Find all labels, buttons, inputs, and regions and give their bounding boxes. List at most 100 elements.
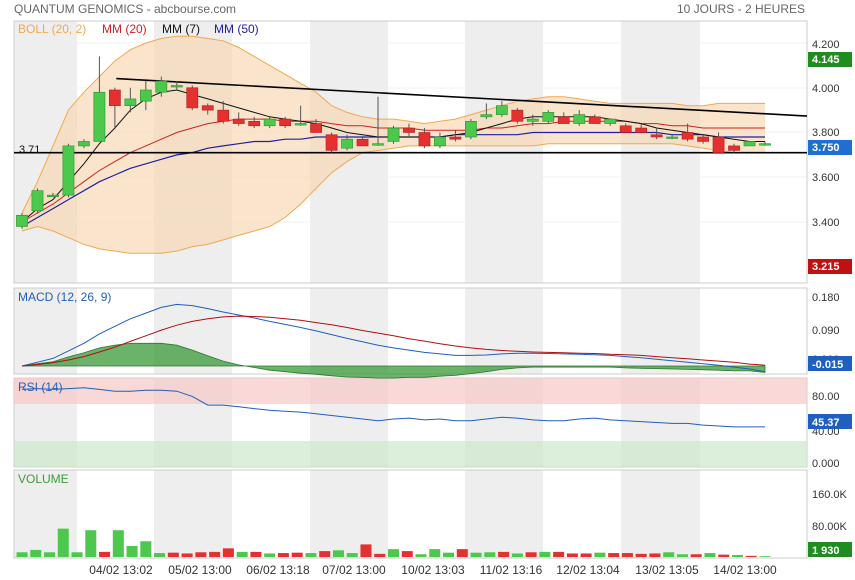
volume-bar-4 (71, 552, 83, 557)
rsi-layer (21, 387, 765, 428)
candle-28 (449, 136, 462, 140)
candle-10 (170, 85, 183, 88)
candle-16 (263, 118, 276, 127)
volume-bar-15 (222, 548, 234, 557)
candle-43 (681, 132, 694, 140)
candle-14 (232, 118, 245, 124)
candle-15 (248, 121, 261, 127)
price-tick-3600: 3.600 (812, 172, 840, 184)
volume-bar-8 (126, 545, 138, 557)
volume-last-badge (808, 542, 852, 557)
volume-bar-14 (209, 551, 221, 557)
volume-bar-18 (264, 553, 276, 557)
candle-20 (325, 134, 338, 151)
volume-bar-54 (759, 556, 771, 557)
candle-37 (588, 116, 601, 124)
volume-bar-9 (140, 541, 152, 557)
volume-bar-53 (745, 555, 757, 557)
last-price-badge (808, 52, 852, 67)
candle-34 (542, 112, 555, 122)
volume-bar-25 (360, 544, 372, 557)
candle-5 (93, 91, 106, 142)
candle-24 (387, 127, 400, 142)
volume-tick-80k: 80.00K (812, 521, 848, 533)
candle-40 (635, 127, 648, 133)
volume-bar-40 (566, 553, 578, 557)
volume-bar-44 (621, 553, 633, 557)
candle-33 (526, 118, 539, 122)
day-band-8-3 (621, 470, 700, 558)
axis-labels: 04/02 13:02 05/02 13:00 06/02 13:18 07/02 1… (89, 563, 777, 577)
candle-45 (712, 136, 725, 153)
candle-13 (217, 109, 230, 122)
candle-4 (78, 141, 90, 147)
x-label-8: 14/02 13:00 (713, 563, 777, 577)
rsi-overbought-zone (14, 378, 807, 404)
candle-23 (372, 143, 384, 146)
rsi-last-value: 45.37 (812, 417, 840, 429)
candle-44 (697, 136, 709, 142)
legend-mm50: MM (50) (214, 22, 259, 36)
x-label-4: 10/02 13:03 (401, 563, 465, 577)
volume-bar-13 (195, 552, 207, 557)
volume-bar-46 (649, 553, 661, 557)
x-label-6: 12/02 13:04 (556, 563, 620, 577)
volume-bar-50 (704, 553, 716, 557)
volume-bar-24 (346, 553, 358, 557)
volume-bar-3 (57, 528, 69, 557)
volume-title: VOLUME (18, 472, 69, 486)
candle-7 (124, 98, 137, 106)
bollinger-lower-line (21, 143, 765, 254)
volume-bar-49 (690, 554, 702, 557)
candle-39 (619, 125, 632, 133)
x-label-0: 04/02 13:02 (89, 563, 153, 577)
volume-bar-27 (387, 549, 400, 557)
candle-3 (62, 145, 75, 196)
macd-histogram (21, 342, 766, 379)
macd-last-badge (808, 356, 852, 371)
price-tick-3400: 3.400 (812, 217, 840, 229)
rsi-title: RSI (14) (18, 380, 63, 394)
current-price-badge (808, 140, 852, 155)
volume-panel-frame (13, 469, 808, 559)
volume-bar-20 (291, 552, 303, 557)
day-band-6-3 (465, 470, 543, 558)
bollinger-band-fill (22, 36, 765, 254)
candle-8 (139, 89, 152, 102)
volume-bar-2 (44, 552, 56, 557)
candle-6 (109, 89, 121, 106)
candle-42 (666, 136, 678, 139)
bollinger-upper-line (21, 35, 765, 214)
volume-bar-35 (498, 551, 510, 557)
rsi-tick-80: 80.00 (812, 391, 840, 403)
candle-1 (31, 190, 44, 212)
trend-line (116, 77, 808, 117)
volume-bar-29 (415, 554, 427, 557)
volume-bar-37 (525, 552, 537, 557)
candle-31 (495, 105, 508, 115)
volume-bar-33 (470, 552, 482, 557)
day-band-8-1 (621, 288, 700, 374)
volume-bar-12 (181, 553, 193, 557)
volume-bar-30 (429, 549, 441, 557)
price-tick-4200: 4.200 (812, 39, 840, 51)
volume-bar-31 (443, 552, 455, 557)
min-price-value: 3.215 (812, 261, 840, 273)
price-tick-3800: 3.800 (812, 127, 840, 139)
support-label: 3.71 (19, 144, 40, 156)
legend-mm20: MM (20) (102, 22, 147, 36)
volume-bar-48 (676, 554, 688, 557)
volume-bar-26 (374, 553, 386, 557)
macd-line (21, 303, 766, 373)
volume-bar-10 (154, 553, 166, 557)
macd-layer (21, 303, 766, 379)
chart-title: QUANTUM GENOMICS - abcbourse.com (14, 2, 236, 16)
macd-last-value: -0.015 (812, 359, 843, 371)
volume-bar-52 (731, 555, 743, 557)
volume-bar-32 (456, 549, 468, 557)
volume-bar-22 (319, 551, 331, 557)
volume-tick-160k: 160.0K (812, 489, 848, 501)
volume-bar-36 (511, 553, 523, 557)
